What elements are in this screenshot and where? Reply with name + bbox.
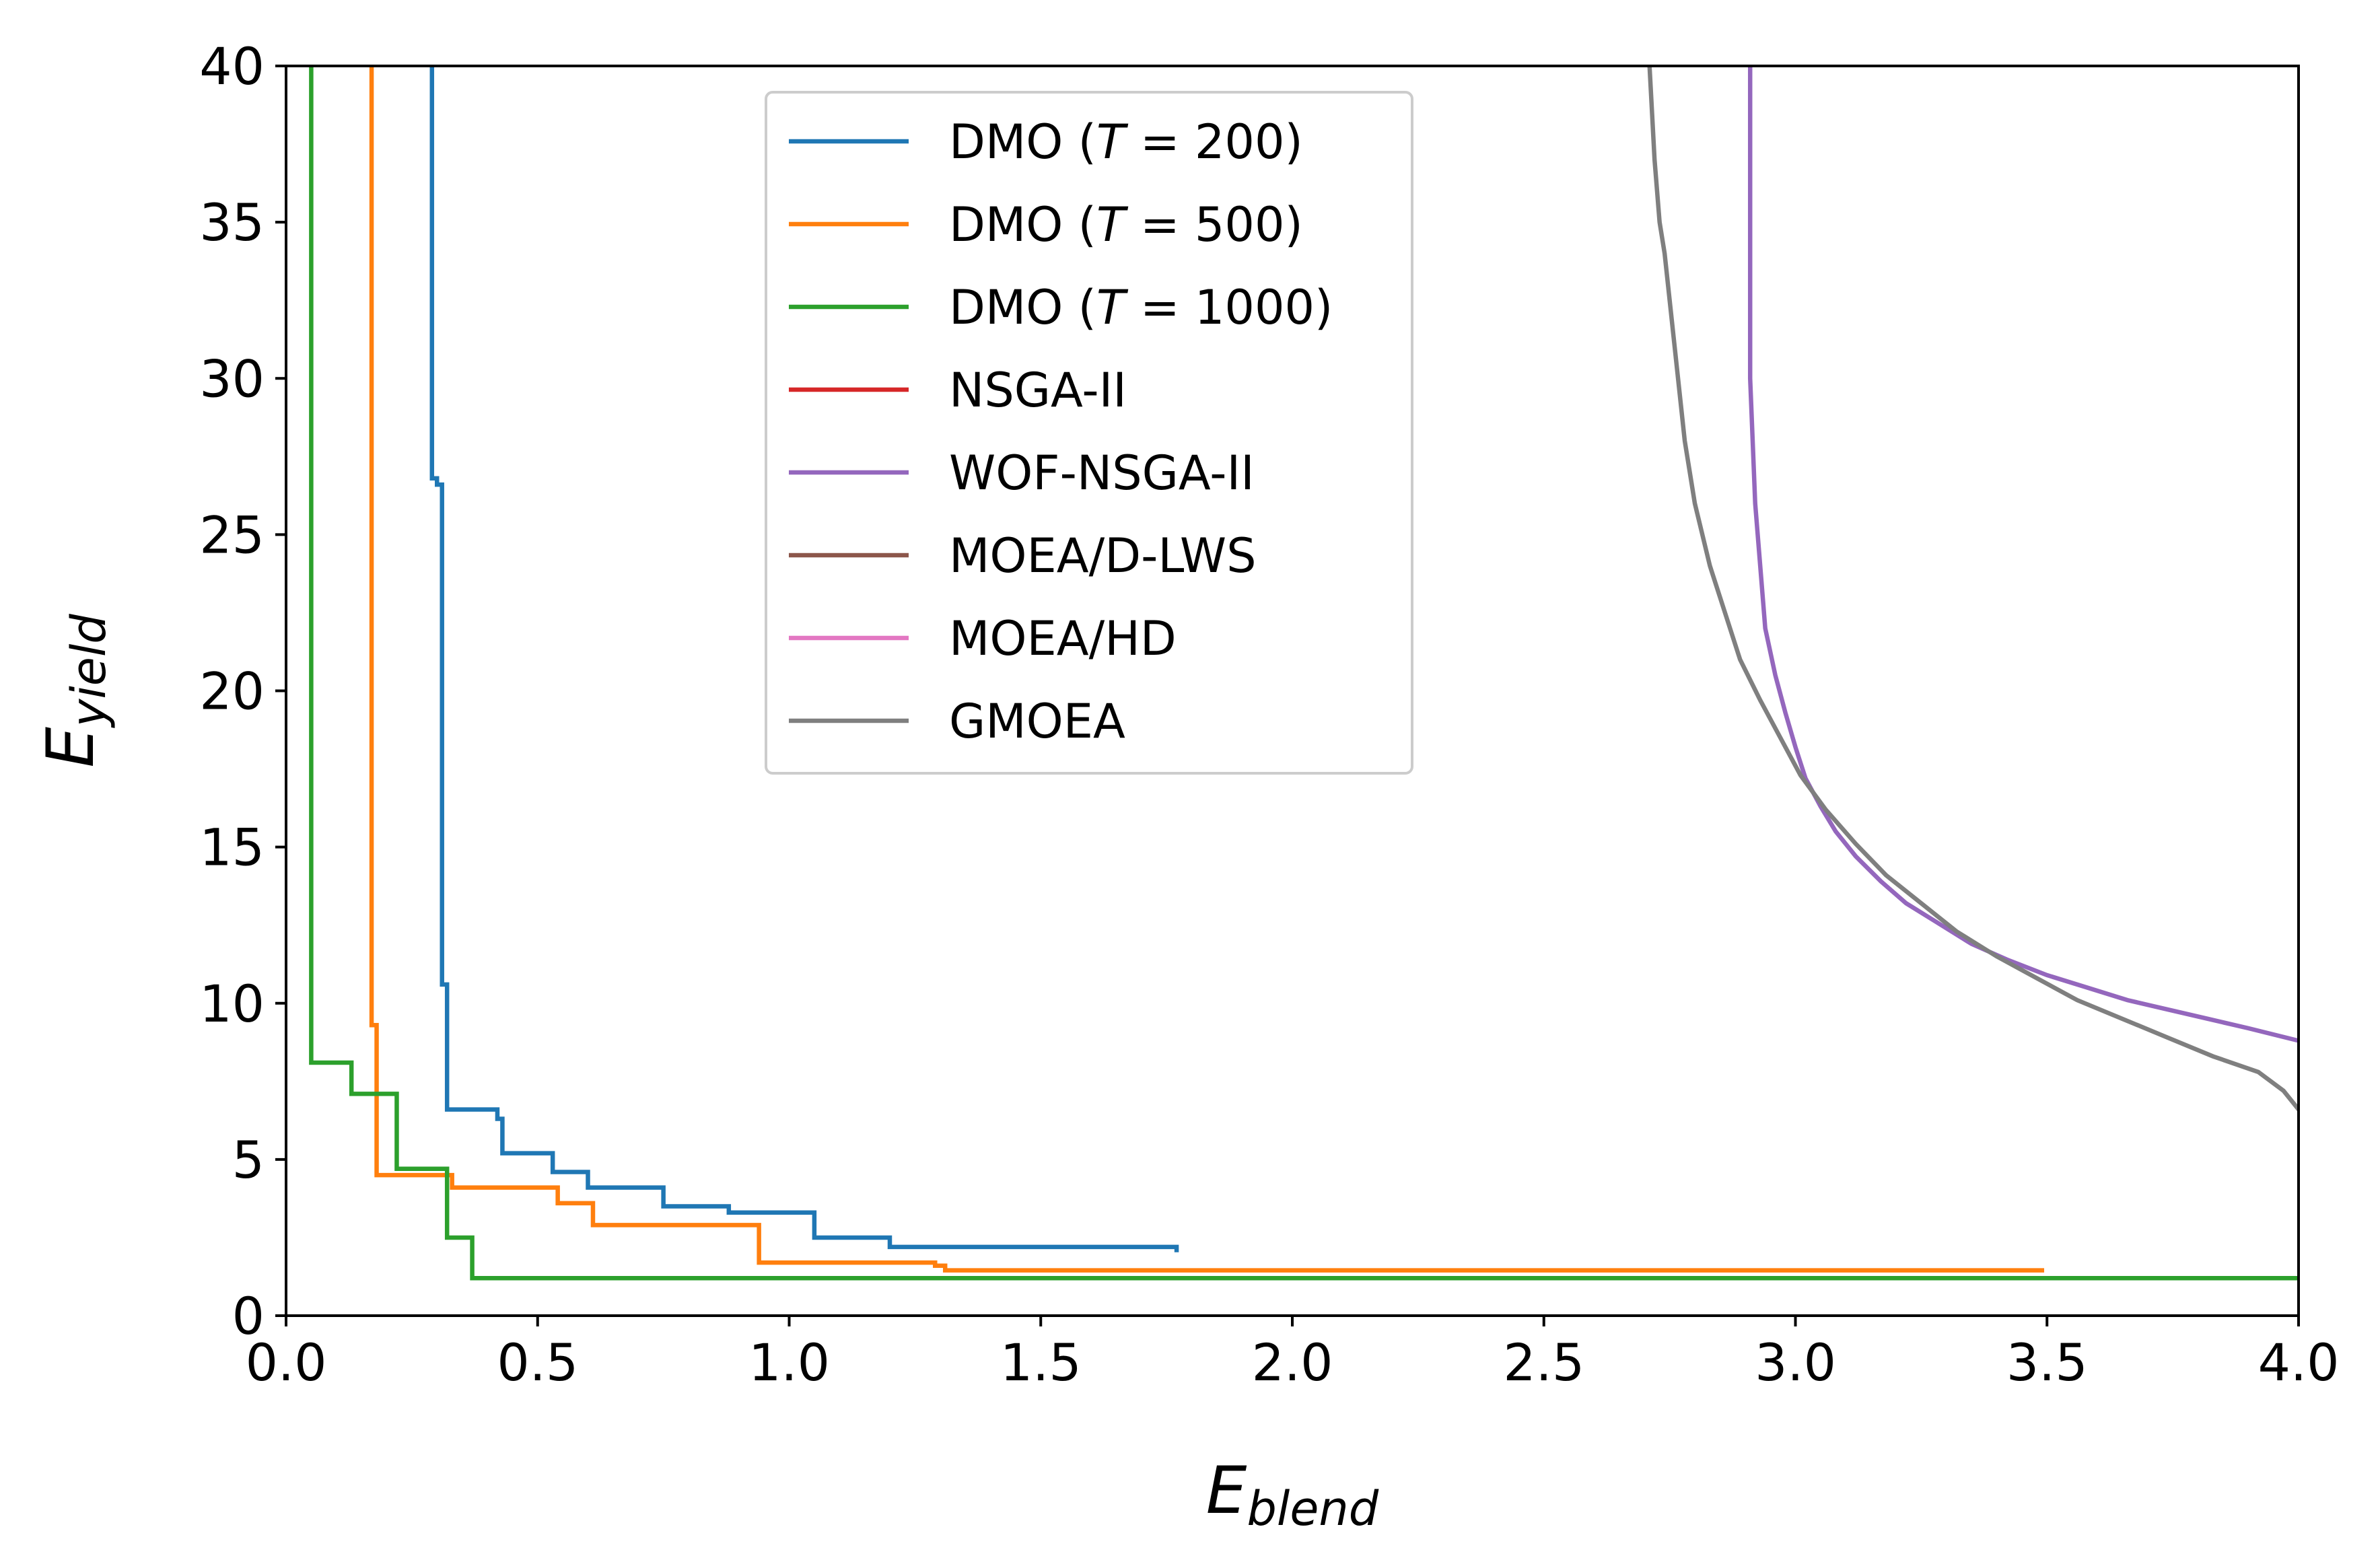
y-axis-ticks: 0 5 10 15 20 25 30 35 40 <box>199 36 286 1346</box>
y-tick-label: 35 <box>199 192 265 252</box>
legend-item: GMOEA <box>789 694 1125 749</box>
legend-label: DMO (T = 500) <box>949 197 1303 252</box>
legend: DMO (T = 200)DMO (T = 500)DMO (T = 1000)… <box>765 91 1413 775</box>
x-axis-ticks: 0.0 0.5 1.0 1.5 2.0 2.5 3.0 3.5 4.0 <box>246 1316 2340 1392</box>
legend-item: MOEA/D-LWS <box>789 528 1257 583</box>
legend-label-prefix: NSGA-II <box>949 363 1127 418</box>
x-tick-label: 3.0 <box>1755 1332 1836 1392</box>
legend-item: NSGA-II <box>789 363 1127 418</box>
legend-box <box>765 91 1413 775</box>
x-tick-label: 4.0 <box>2258 1332 2340 1392</box>
y-tick-label: 10 <box>199 974 265 1034</box>
series-line-wof-nsga-ii <box>1747 66 2299 1043</box>
legend-label-prefix: MOEA/D-LWS <box>949 528 1257 583</box>
series-layer <box>309 66 2299 1281</box>
legend-label-prefix: MOEA/HD <box>949 611 1177 666</box>
legend-item: MOEA/HD <box>789 611 1177 666</box>
y-axis-title-main: E <box>33 727 108 768</box>
legend-label-suffix: = 1000) <box>1125 280 1333 335</box>
legend-item: DMO (T = 200) <box>789 114 1303 170</box>
series-line-dmo-t-200 <box>429 66 1179 1252</box>
legend-label: DMO (T = 200) <box>949 114 1303 170</box>
y-tick-label: 5 <box>232 1130 265 1190</box>
legend-label-var: T <box>1096 114 1129 170</box>
series-line-dmo-t-1000 <box>309 66 2299 1281</box>
x-tick-label: 0.5 <box>497 1332 578 1392</box>
x-tick-label: 1.0 <box>748 1332 830 1392</box>
x-tick-label: 0.0 <box>246 1332 327 1392</box>
y-tick-label: 20 <box>199 662 265 721</box>
legend-items: DMO (T = 200)DMO (T = 500)DMO (T = 1000)… <box>789 114 1333 749</box>
legend-label-prefix: DMO ( <box>949 197 1096 252</box>
y-tick-label: 15 <box>199 818 265 878</box>
legend-label-prefix: GMOEA <box>949 694 1125 749</box>
legend-label: MOEA/D-LWS <box>949 528 1257 583</box>
x-tick-label: 1.5 <box>1000 1332 1082 1392</box>
x-axis-title-main: E <box>1206 1453 1247 1528</box>
series-line-dmo-t-500 <box>369 66 2045 1273</box>
y-tick-label: 40 <box>199 36 265 96</box>
legend-label: WOF-NSGA-II <box>949 446 1255 501</box>
series-line-gmoea <box>1647 66 2299 1113</box>
legend-label: MOEA/HD <box>949 611 1177 666</box>
legend-label: NSGA-II <box>949 363 1127 418</box>
x-tick-label: 2.5 <box>1503 1332 1584 1392</box>
x-axis-title-sub: blend <box>1247 1481 1378 1536</box>
legend-item: WOF-NSGA-II <box>789 446 1255 501</box>
legend-item: DMO (T = 500) <box>789 197 1303 252</box>
legend-label-var: T <box>1096 197 1129 252</box>
legend-label-suffix: = 200) <box>1125 114 1303 170</box>
y-axis-title: Eyield <box>33 614 116 768</box>
legend-item: DMO (T = 1000) <box>789 280 1333 335</box>
y-axis-title-sub: yield <box>61 614 116 728</box>
legend-label-prefix: DMO ( <box>949 114 1096 170</box>
x-axis-title: Eblend <box>1206 1453 1379 1536</box>
plot-frame <box>285 65 2300 1317</box>
x-tick-label: 3.5 <box>2006 1332 2088 1392</box>
x-tick-label: 2.0 <box>1252 1332 1333 1392</box>
legend-label-prefix: DMO ( <box>949 280 1096 335</box>
y-tick-label: 0 <box>232 1286 265 1346</box>
y-tick-label: 25 <box>199 505 265 565</box>
legend-label: DMO (T = 1000) <box>949 280 1333 335</box>
legend-label-var: T <box>1096 280 1129 335</box>
y-tick-label: 30 <box>199 349 265 408</box>
legend-label: GMOEA <box>949 694 1125 749</box>
legend-label-suffix: = 500) <box>1125 197 1303 252</box>
legend-label-prefix: WOF-NSGA-II <box>949 446 1255 501</box>
